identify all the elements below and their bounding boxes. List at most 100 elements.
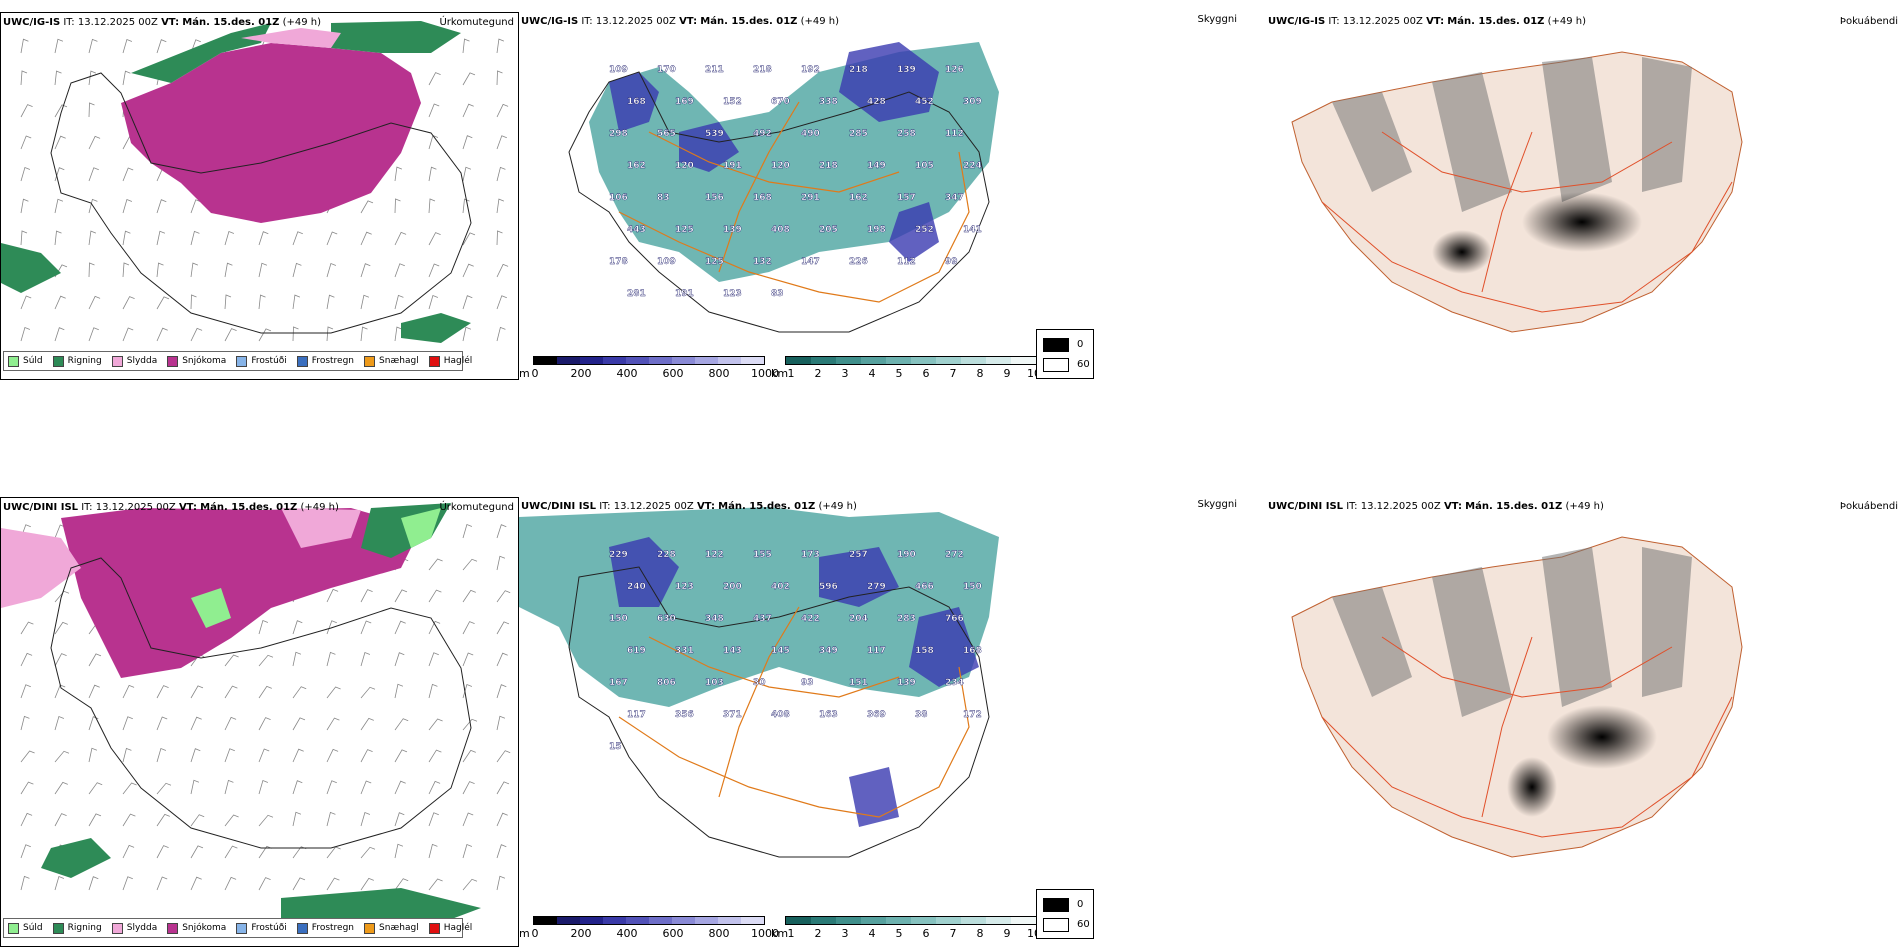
road-network [618, 101, 970, 303]
wind-barb [360, 651, 371, 667]
cloud-base-label: 408 [771, 710, 790, 720]
cloud-base-label: 200 [723, 582, 742, 592]
scale-tick: 6 [922, 927, 930, 940]
wind-barb [394, 326, 403, 342]
panel-corner-title: Úrkomutegund [439, 17, 514, 28]
wind-barb [88, 198, 98, 214]
precip-type-map-igis: UWC/IG-IS IT: 13.12.2025 00Z VT: Mán. 15… [0, 12, 519, 380]
wind-barb [122, 296, 135, 310]
wind-barb [122, 327, 134, 342]
wind-barb [258, 685, 272, 699]
legend-label: Frostúði [251, 923, 287, 933]
fog-high-label: 60 [1077, 359, 1090, 370]
wind-barb [54, 295, 66, 310]
wind-barb [190, 294, 197, 310]
wind-barb [20, 198, 29, 214]
cloud-base-label: 490 [801, 129, 820, 139]
wind-barb [156, 199, 167, 214]
scale-cell [741, 357, 764, 364]
cloud-base-label: 211 [705, 65, 724, 75]
wind-barb [326, 326, 334, 342]
wind-barb [496, 844, 507, 859]
legend-label: Frostregn [311, 923, 355, 933]
wind-barb [326, 846, 341, 859]
scale-tick: 2 [814, 367, 822, 380]
iceland-outline [568, 566, 990, 858]
wind-barb [496, 781, 510, 795]
wind-barb [428, 198, 436, 214]
legend-item: Rigning [52, 922, 102, 934]
cloud-base-label: 117 [627, 710, 646, 720]
scale-cells [533, 356, 765, 365]
wind-barb [190, 779, 200, 795]
cloud-base-label: 172 [963, 710, 982, 720]
legend-swatch [236, 355, 248, 367]
cloud-base-label: 173 [801, 550, 820, 560]
scale-tick: 4 [868, 927, 876, 940]
cloud-base-label: 331 [675, 646, 694, 656]
wind-barb [428, 878, 443, 891]
wind-barb [292, 748, 304, 763]
wind-barb [496, 715, 506, 731]
scale-cell [557, 917, 580, 924]
scale-tick: 1 [787, 927, 795, 940]
cloud-base-label: 170 [657, 65, 676, 75]
scale-cell [836, 357, 861, 364]
cloud-base-label: 492 [753, 129, 772, 139]
cloud-base-label: 178 [609, 257, 628, 267]
wind-barb [20, 38, 29, 54]
fog-high-swatch [1043, 918, 1069, 932]
low-cloud-areas [609, 537, 979, 827]
wind-barb [20, 621, 34, 635]
cloud-base-label: 630 [657, 614, 676, 624]
wind-barb [428, 134, 439, 150]
wind-barb [496, 750, 511, 763]
wind-barb [326, 780, 337, 795]
wind-barb [258, 877, 271, 891]
legend-swatch [52, 922, 64, 934]
wind-barb [462, 683, 473, 699]
wind-barb [428, 103, 440, 118]
cloud-base-label: 218 [849, 65, 868, 75]
wind-barb [462, 812, 474, 827]
cloud-base-label: 369 [867, 710, 886, 720]
cloud-base-label: 191 [675, 289, 694, 299]
cloud-base-label: 356 [675, 710, 694, 720]
fog-low-label: 0 [1077, 339, 1084, 350]
cloud-base-label: 139 [723, 225, 742, 235]
wind-barb [88, 135, 101, 150]
wind-barb [258, 619, 269, 635]
wind-barb [54, 327, 65, 342]
wind-barb [326, 262, 337, 278]
fog-legend: 0 60 [1036, 889, 1094, 939]
wind-barb [224, 716, 237, 731]
wind-barb [156, 782, 172, 795]
wind-barb [224, 230, 235, 246]
cloud-base-label: 226 [849, 257, 868, 267]
cloud-base-label: 402 [771, 582, 790, 592]
cloud-base-label: 132 [753, 257, 772, 267]
wind-barb [394, 843, 404, 859]
wind-barb [224, 748, 235, 763]
scale-tick: 5 [895, 927, 903, 940]
wind-barb [122, 262, 130, 278]
wind-barb [360, 231, 372, 246]
scale-cell [534, 357, 557, 364]
wind-barb [428, 166, 437, 182]
wind-barb [496, 684, 507, 699]
legend-label: Snjókoma [182, 923, 227, 933]
wind-barb [326, 620, 337, 635]
wind-barb [156, 262, 164, 278]
legend-swatch [364, 355, 376, 367]
fog-map-igis: UWC/IG-IS IT: 13.12.2025 00Z VT: Mán. 15… [1262, 12, 1900, 380]
scale-cell [626, 357, 649, 364]
cloud-base-label: 158 [915, 646, 934, 656]
wind-barb [394, 589, 408, 603]
cloud-base-label: 218 [819, 161, 838, 171]
wind-barb [190, 685, 204, 699]
scale-tick: 0 [531, 927, 539, 940]
fog-map-graphic [1291, 51, 1743, 333]
scale-cell [786, 357, 811, 364]
wind-barb [292, 811, 302, 827]
wind-barb [224, 654, 239, 667]
